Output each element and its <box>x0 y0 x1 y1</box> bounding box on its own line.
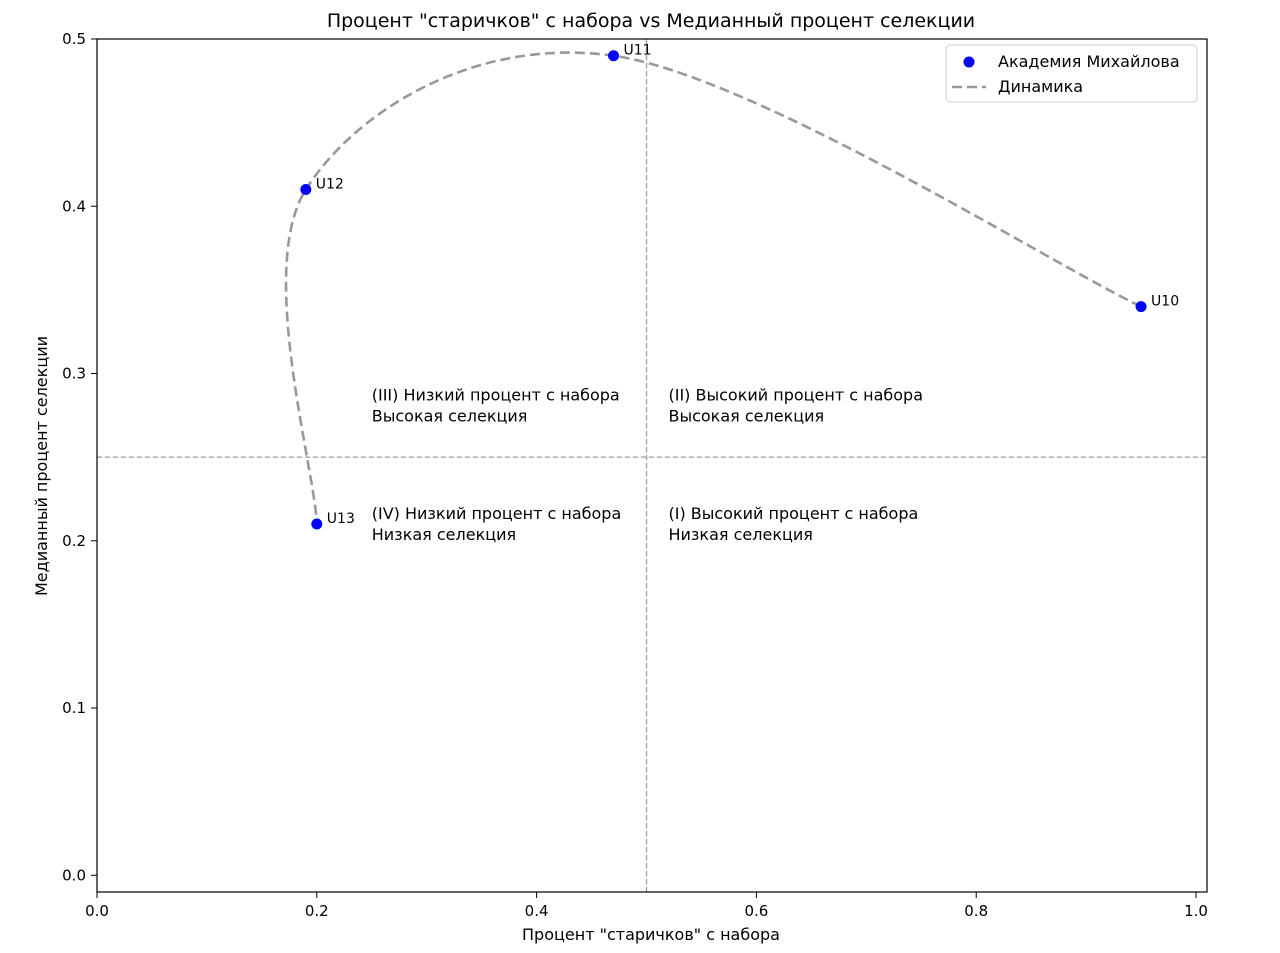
x-tick-label: 0.6 <box>744 902 768 920</box>
y-tick-label: 0.0 <box>62 866 86 884</box>
data-point <box>1135 301 1147 313</box>
y-tick-label: 0.2 <box>62 532 86 550</box>
legend-label-points: Академия Михайлова <box>998 52 1180 71</box>
legend-label-line: Динамика <box>998 77 1083 96</box>
y-axis-label: Медианный процент селекции <box>32 336 51 596</box>
legend-box <box>945 44 1198 103</box>
data-point <box>300 184 312 196</box>
quadrant-label-line1: (III) Низкий процент с набора <box>372 385 620 404</box>
quadrant-label-line1: (I) Высокий процент с набора <box>668 504 918 523</box>
x-tick-label: 0.4 <box>525 902 549 920</box>
y-tick-label: 0.3 <box>62 365 86 383</box>
quadrant-label-line2: Низкая селекция <box>372 525 516 544</box>
quadrant-label-line1: (IV) Низкий процент с набора <box>372 504 621 523</box>
data-point <box>608 50 620 62</box>
plot-frame <box>96 38 1208 893</box>
quadrant-label-line2: Низкая селекция <box>668 525 812 544</box>
y-tick-label: 0.1 <box>62 699 86 717</box>
data-point <box>311 518 323 530</box>
x-tick-label: 0.0 <box>85 902 109 920</box>
y-tick-label: 0.5 <box>62 30 86 48</box>
x-tick-label: 0.8 <box>964 902 988 920</box>
point-label: U13 <box>327 511 355 527</box>
quadrant-label-line2: Высокая селекция <box>372 406 528 425</box>
quadrant-label-line2: Высокая селекция <box>668 406 824 425</box>
quadrant-label-line1: (II) Высокий процент с набора <box>668 385 923 404</box>
y-tick-label: 0.4 <box>62 197 86 215</box>
x-tick-label: 1.0 <box>1184 902 1208 920</box>
point-label: U11 <box>624 43 652 59</box>
series-line-dynamics <box>284 51 1142 525</box>
x-tick-label: 0.2 <box>305 902 329 920</box>
point-label: U12 <box>316 177 344 193</box>
x-axis-label: Процент "старичков" с набора <box>522 925 780 944</box>
chart-title: Процент "старичков" с набора vs Медианны… <box>327 10 975 32</box>
legend-marker-points <box>963 56 975 68</box>
point-label: U10 <box>1151 294 1179 310</box>
